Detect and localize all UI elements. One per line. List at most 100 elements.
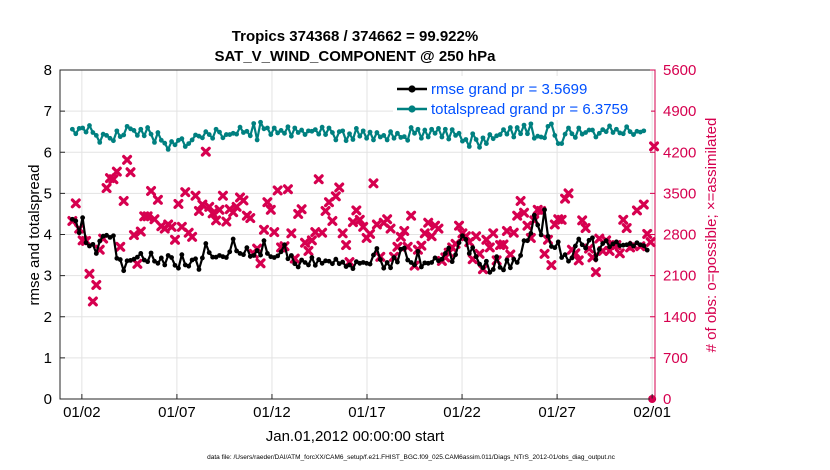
rmse-point: [111, 233, 116, 239]
totalspread-point: [388, 129, 393, 135]
rmse-point: [230, 236, 236, 242]
totalspread-point: [295, 130, 301, 135]
rmse-point: [316, 257, 322, 262]
totalspread-point: [189, 137, 195, 143]
rmse-point: [381, 265, 387, 271]
totalspread-point: [593, 134, 599, 140]
rmse-point: [401, 245, 407, 251]
y-right-tick-label: 700: [663, 350, 688, 367]
rmse-point: [552, 245, 558, 251]
totalspread-point: [182, 144, 188, 149]
rmse-point: [521, 238, 527, 244]
rmse-point: [473, 254, 479, 260]
totalspread-point: [405, 137, 411, 143]
rmse-point: [627, 241, 633, 246]
rmse-point: [169, 255, 174, 260]
totalspread-point: [590, 127, 595, 133]
rmse-point: [275, 253, 281, 259]
totalspread-point: [271, 125, 277, 131]
rmse-point: [227, 249, 233, 255]
assimilated-marker: [334, 182, 345, 193]
legend-spread-label: totalspread grand pr = 6.3759: [431, 101, 628, 118]
totalspread-point: [641, 128, 647, 134]
totalspread-point: [483, 141, 489, 147]
y-left-tick-label: 7: [44, 103, 52, 120]
y-right-tick-label: 3500: [663, 185, 696, 202]
rmse-point: [73, 218, 79, 224]
totalspread-point: [371, 137, 376, 143]
totalspread-point: [624, 124, 630, 130]
totalspread-point: [319, 124, 325, 130]
totalspread-point: [234, 131, 239, 137]
assimilated-marker: [286, 228, 297, 239]
totalspread-point: [521, 122, 527, 128]
assimilated-marker: [354, 214, 365, 225]
rmse-point: [463, 237, 469, 242]
rmse-point: [374, 246, 380, 251]
totalspread-point: [104, 132, 109, 138]
assimilated-marker: [282, 184, 293, 195]
totalspread-point: [330, 130, 335, 135]
x-tick-label: 01/17: [348, 404, 386, 421]
assimilated-marker: [512, 210, 523, 221]
totalspread-point: [299, 127, 305, 133]
y-right-tick-label: 4900: [663, 103, 696, 120]
assimilated-marker: [207, 208, 218, 219]
assimilated-marker: [406, 210, 417, 221]
totalspread-point: [511, 134, 517, 140]
totalspread-point: [408, 125, 414, 130]
totalspread-point: [542, 135, 547, 141]
rmse-point: [292, 261, 298, 267]
rmse-point: [555, 239, 561, 245]
totalspread-point: [264, 125, 270, 131]
totalspread-point: [401, 134, 407, 140]
totalspread-point: [148, 131, 154, 137]
totalspread-point: [603, 129, 609, 135]
rmse-point: [196, 267, 202, 272]
rmse-point: [377, 257, 383, 262]
y-right-tick-label: 5600: [663, 62, 696, 79]
rmse-point: [241, 252, 246, 258]
totalspread-point: [566, 125, 571, 131]
chart-title: Tropics 374368 / 374662 = 99.922%: [232, 28, 478, 45]
totalspread-point: [545, 123, 551, 129]
assimilated-marker: [347, 217, 358, 228]
assimilated-marker: [135, 226, 146, 237]
assimilated-marker: [269, 227, 280, 238]
rmse-point: [446, 245, 452, 251]
totalspread-point: [141, 133, 147, 139]
assimilated-marker: [419, 228, 430, 239]
assimilated-marker: [303, 245, 314, 256]
rmse-point: [590, 235, 595, 241]
assimilated-marker: [221, 216, 232, 227]
assimilated-marker: [262, 197, 273, 208]
assimilated-marker: [621, 223, 632, 234]
rmse-point: [76, 230, 82, 236]
rmse-point: [480, 265, 486, 271]
assimilated-marker: [515, 196, 526, 207]
rmse-point: [603, 238, 609, 244]
totalspread-point: [501, 127, 506, 133]
assimilated-marker: [258, 224, 269, 235]
assimilated-marker: [577, 215, 588, 226]
totalspread-point: [631, 132, 636, 137]
totalspread-point: [456, 130, 462, 136]
totalspread-point: [223, 132, 229, 137]
totalspread-point: [562, 131, 568, 137]
rmse-point: [579, 242, 585, 248]
assimilated-marker: [146, 186, 157, 197]
totalspread-point: [210, 135, 216, 141]
assimilated-marker: [180, 187, 191, 198]
assimilated-marker: [539, 248, 550, 259]
rmse-point: [295, 264, 301, 270]
totalspread-point: [155, 130, 161, 135]
assimilated-marker: [498, 239, 509, 250]
rmse-point: [559, 255, 565, 260]
rmse-point: [138, 251, 144, 256]
totalspread-point: [340, 128, 346, 134]
assimilated-marker: [385, 223, 396, 234]
assimilated-marker: [265, 204, 276, 215]
assimilated-marker: [187, 231, 198, 242]
totalspread-point: [347, 131, 352, 137]
y-right-tick-label: 2100: [663, 268, 696, 285]
